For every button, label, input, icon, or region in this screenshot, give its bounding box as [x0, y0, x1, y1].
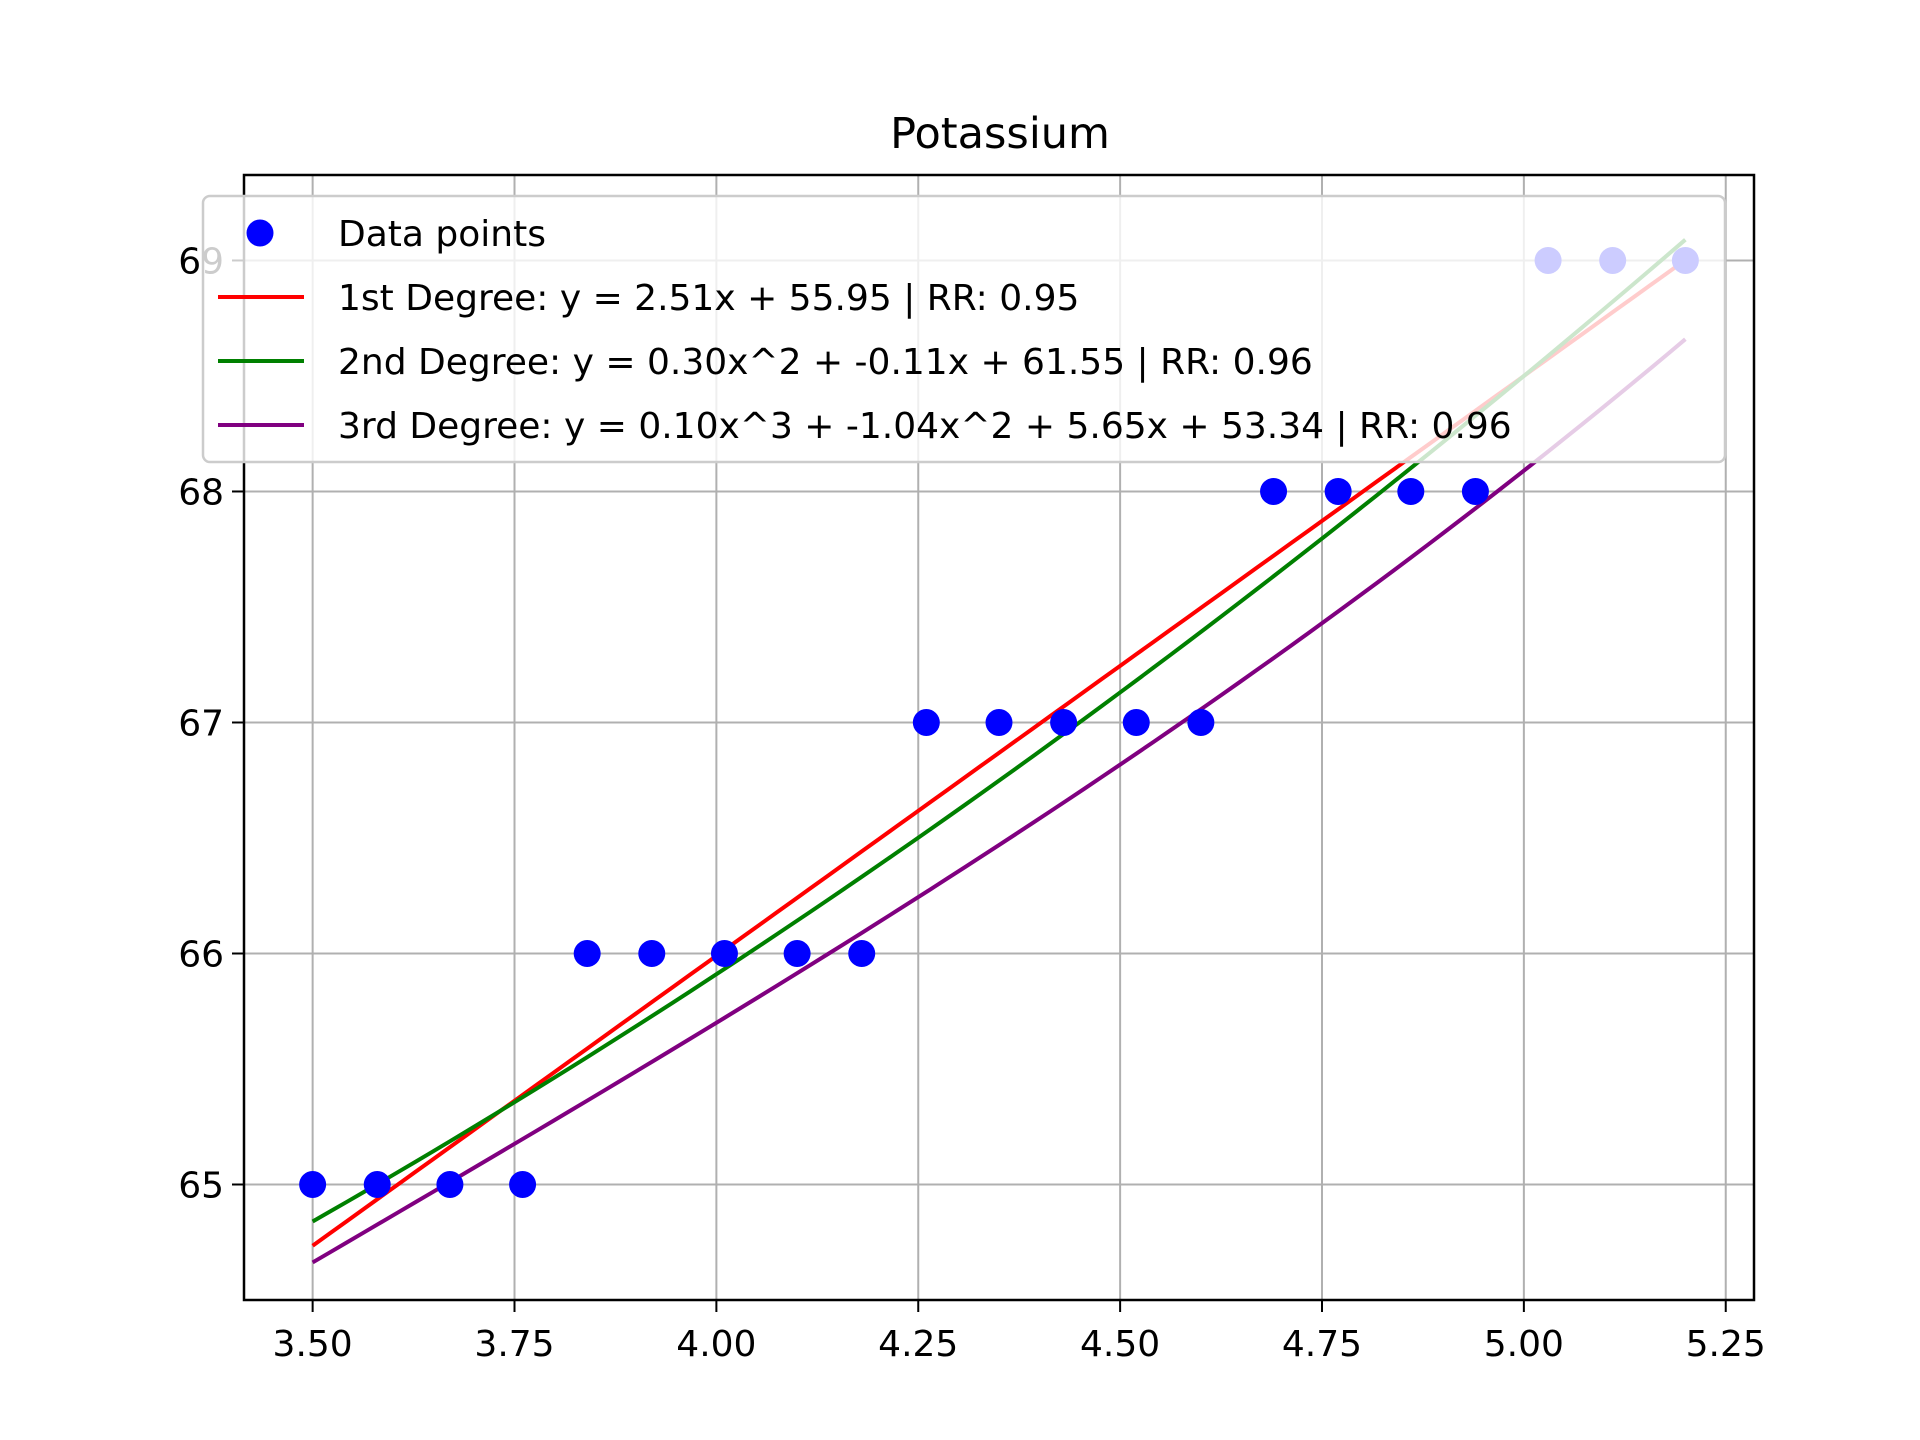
- data-point: [1122, 708, 1150, 736]
- x-tick-label: 3.75: [474, 1324, 554, 1365]
- data-point: [573, 939, 601, 967]
- legend-label-data-points: Data points: [338, 214, 546, 255]
- axes-frame: [242, 173, 1756, 1302]
- data-point: [1461, 477, 1489, 505]
- y-tick-label: 65: [178, 1165, 224, 1206]
- axis-ticks: 3.50 3.75 4.00 4.25 4.50 4.75 5.00 5.25 65 66 67 68…: [178, 241, 1766, 1365]
- data-point: [912, 708, 940, 736]
- legend-marker-data-points: [246, 219, 274, 247]
- x-tick-label: 4.75: [1282, 1324, 1362, 1365]
- data-point: [299, 1170, 327, 1198]
- legend-label-fit-3: 3rd Degree: y = 0.10x^3 + -1.04x^2 + 5.6…: [338, 406, 1512, 447]
- legend-label-fit-1: 1st Degree: y = 2.51x + 55.95 | RR: 0.95: [338, 278, 1079, 319]
- data-point: [638, 939, 666, 967]
- x-tick-label: 5.25: [1686, 1324, 1766, 1365]
- data-point: [436, 1170, 464, 1198]
- data-point: [985, 708, 1013, 736]
- y-tick-label: 66: [178, 934, 224, 975]
- legend-label-fit-2: 2nd Degree: y = 0.30x^2 + -0.11x + 61.55…: [338, 342, 1313, 383]
- x-tick-label: 4.00: [676, 1324, 756, 1365]
- data-point: [1397, 477, 1425, 505]
- data-point: [848, 939, 876, 967]
- data-point: [710, 939, 738, 967]
- data-point: [363, 1170, 391, 1198]
- x-tick-label: 5.00: [1484, 1324, 1564, 1365]
- data-point: [1050, 708, 1078, 736]
- data-point: [1260, 477, 1288, 505]
- y-tick-label: 67: [178, 703, 224, 744]
- x-tick-label: 4.50: [1080, 1324, 1160, 1365]
- data-point: [1187, 708, 1215, 736]
- x-tick-label: 3.50: [273, 1324, 353, 1365]
- legend: Data points 1st Degree: y = 2.51x + 55.95…: [201, 194, 1727, 464]
- x-tick-label: 4.25: [878, 1324, 958, 1365]
- legend-box: [201, 194, 1727, 464]
- chart-title: Potassium: [890, 109, 1110, 159]
- data-point: [509, 1170, 537, 1198]
- y-tick-label: 68: [178, 472, 224, 513]
- data-point: [783, 939, 811, 967]
- fit-line-3: [311, 337, 1687, 1265]
- data-point: [1324, 477, 1352, 505]
